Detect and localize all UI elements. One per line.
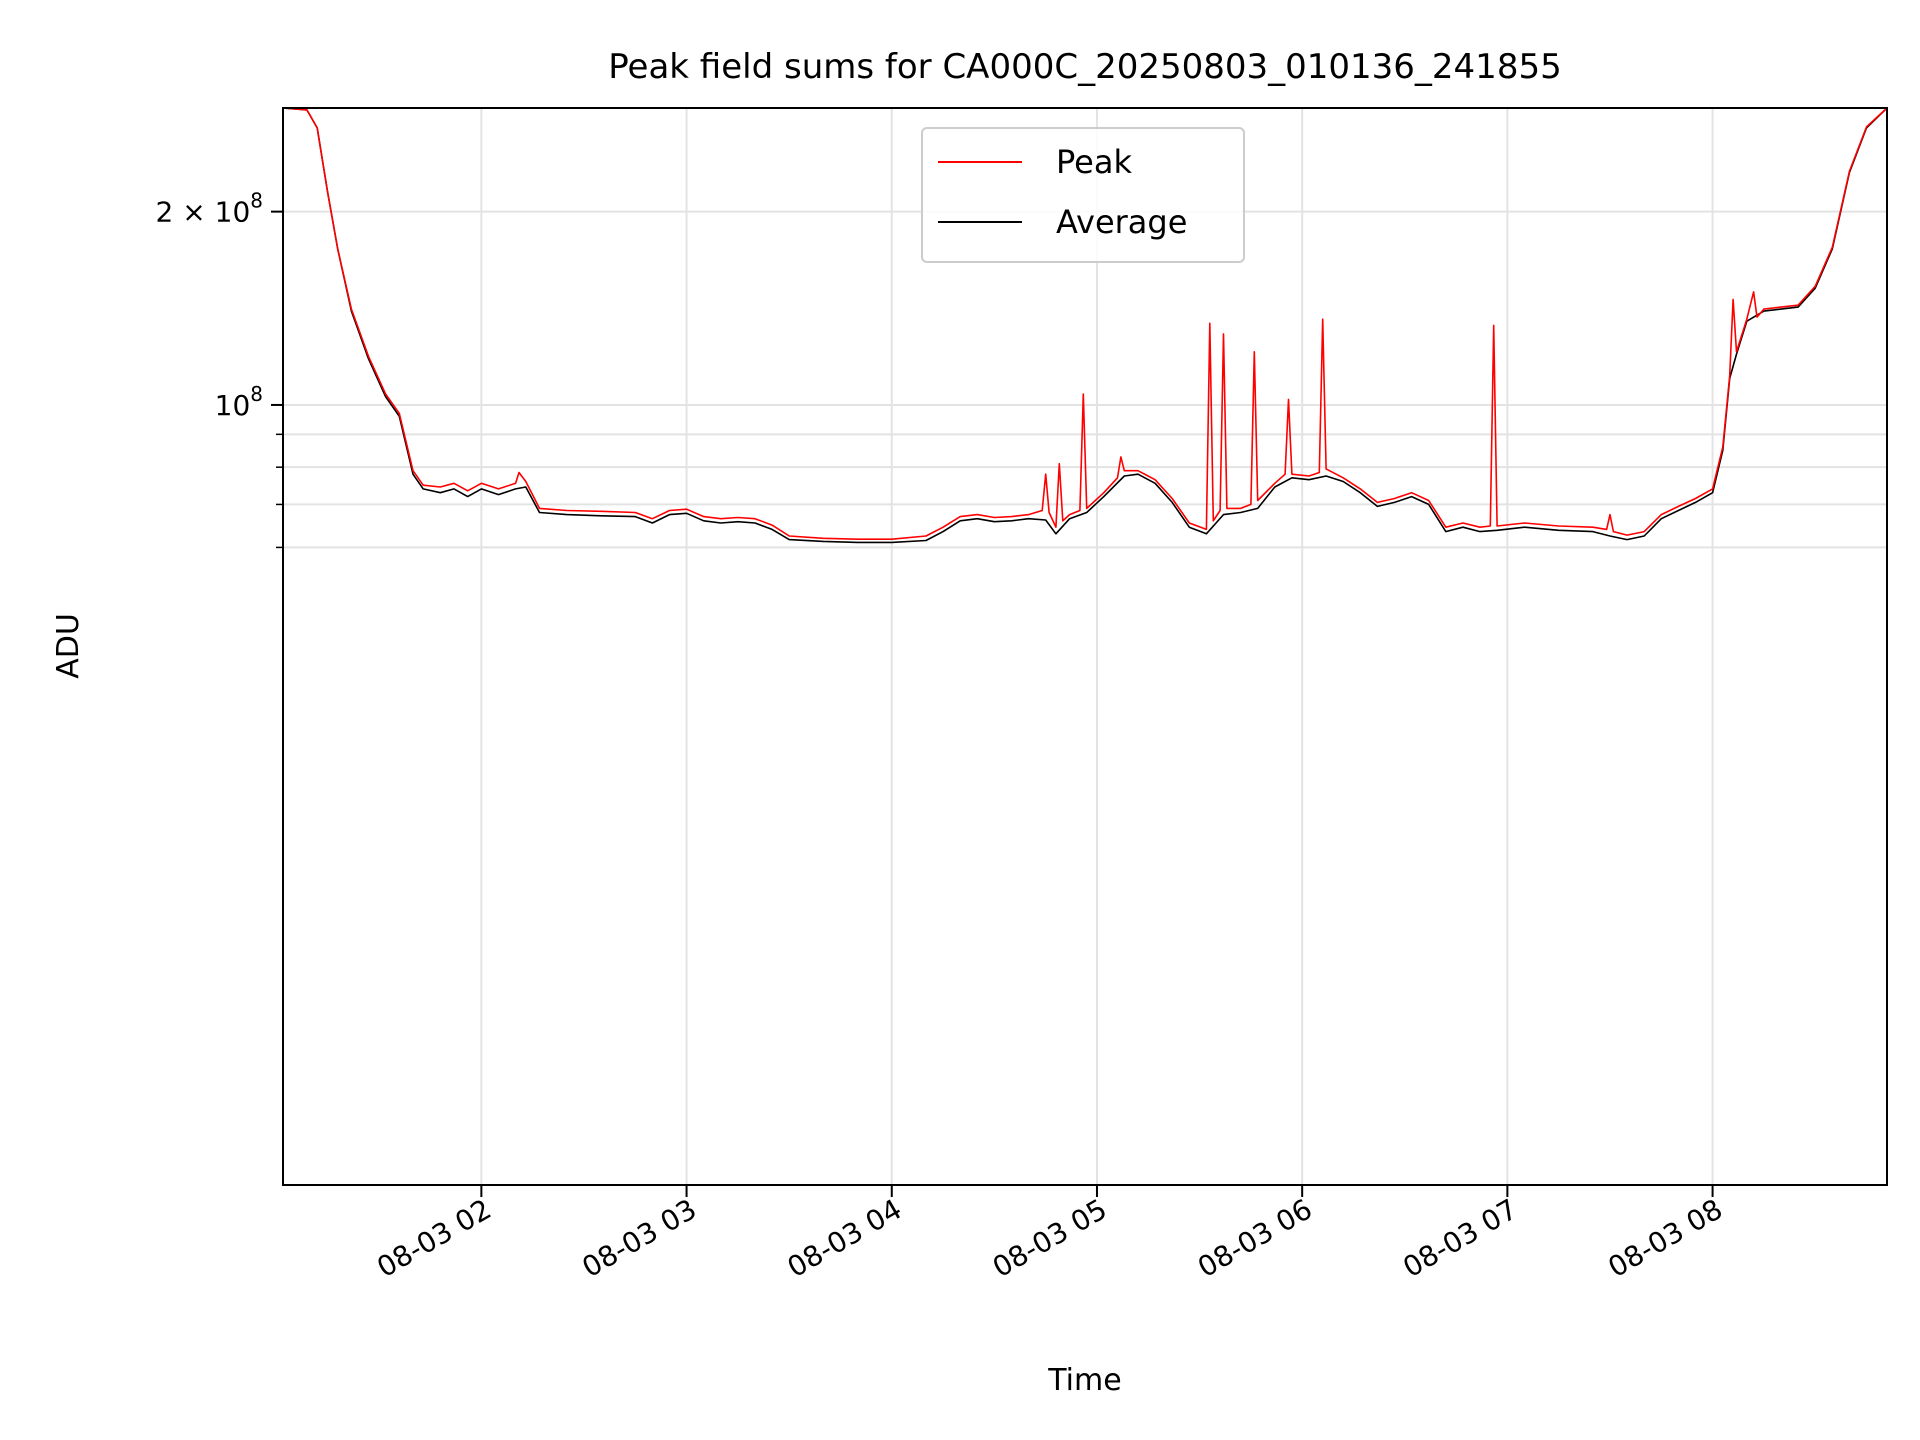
x-axis-ticks: 08-03 02 08-03 03 08-03 04 08-03 05 08-03 06… xyxy=(371,1185,1728,1284)
legend-label-peak: Peak xyxy=(1056,143,1132,181)
legend-label-average: Average xyxy=(1056,203,1187,241)
legend: Peak Average xyxy=(921,127,1245,263)
series-layer xyxy=(282,107,1888,544)
y-axis-ticks: 108 2 × 108 xyxy=(156,189,283,549)
y-axis-label: ADU xyxy=(51,613,86,679)
series-line-peak xyxy=(282,107,1888,541)
x-tick-label: 08-03 06 xyxy=(1192,1192,1318,1284)
series-line-average xyxy=(282,107,1888,544)
grid-lines xyxy=(283,108,1887,1185)
x-tick-label: 08-03 02 xyxy=(371,1192,497,1284)
y-tick-label: 108 xyxy=(215,382,263,422)
x-tick-label: 08-03 04 xyxy=(782,1192,908,1284)
x-tick-label: 08-03 05 xyxy=(987,1192,1113,1284)
chart-title: Peak field sums for CA000C_20250803_0101… xyxy=(608,47,1561,87)
x-tick-label: 08-03 07 xyxy=(1397,1192,1523,1284)
plot-frame xyxy=(282,107,1888,1186)
x-axis-label: Time xyxy=(1047,1363,1121,1398)
x-tick-label: 08-03 08 xyxy=(1603,1192,1729,1284)
y-tick-label: 2 × 108 xyxy=(156,189,263,229)
x-tick-label: 08-03 03 xyxy=(577,1192,703,1284)
